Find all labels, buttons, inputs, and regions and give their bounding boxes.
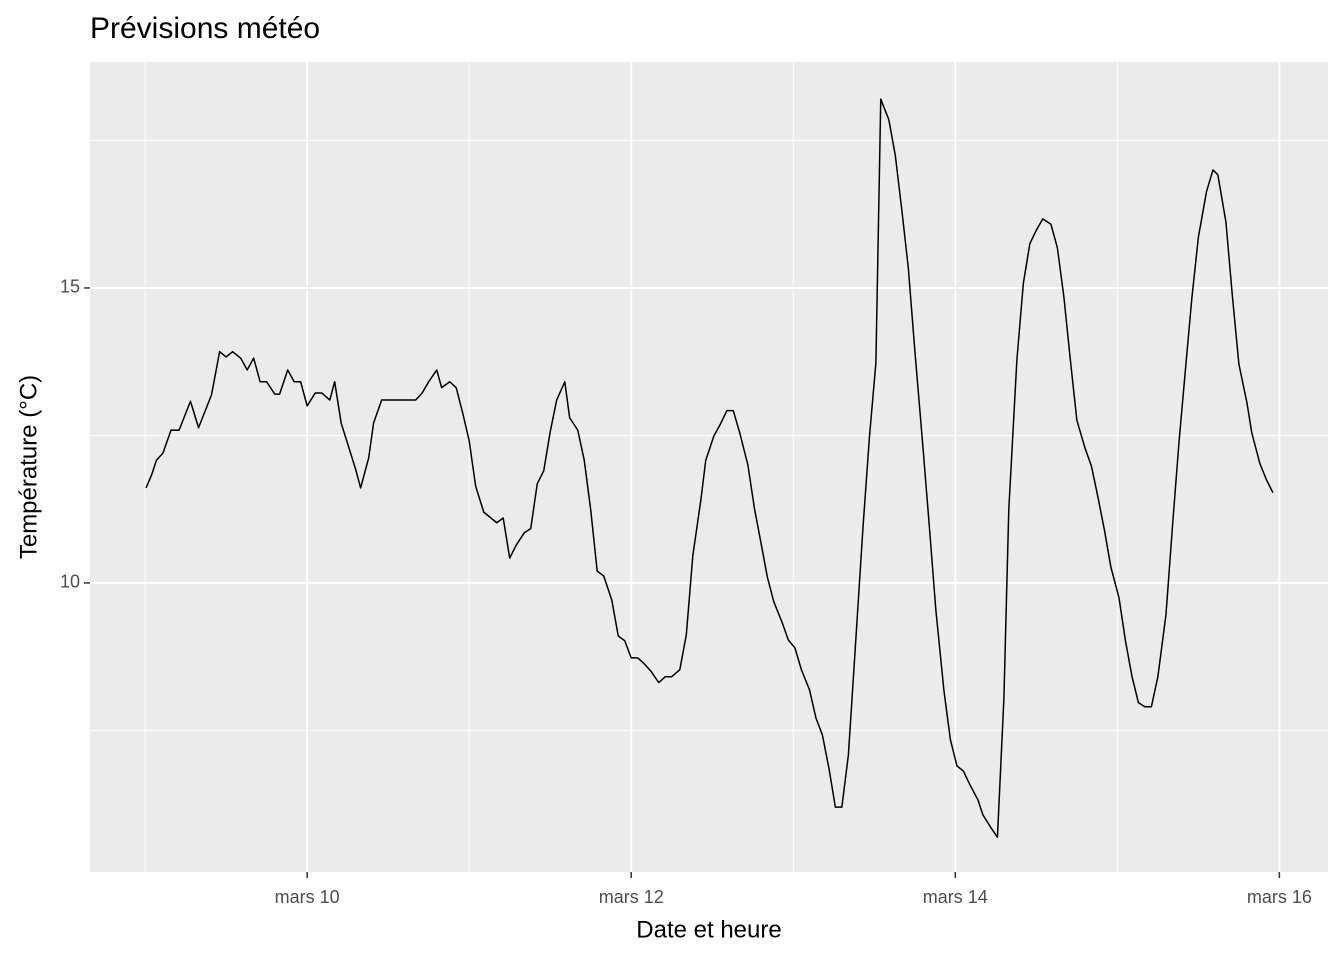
x-tick-label: mars 12 [599, 887, 664, 907]
x-tick-label: mars 14 [923, 887, 988, 907]
chart-title: Prévisions météo [90, 12, 320, 45]
x-tick-label: mars 16 [1247, 887, 1312, 907]
line-series [145, 98, 1274, 838]
y-tick-label: 15 [60, 277, 80, 297]
y-axis-title: Température (°C) [15, 375, 42, 559]
panel [90, 62, 1328, 872]
y-tick-label: 10 [60, 572, 80, 592]
x-axis-title: Date et heure [636, 916, 781, 943]
x-tick-label: mars 10 [275, 887, 340, 907]
